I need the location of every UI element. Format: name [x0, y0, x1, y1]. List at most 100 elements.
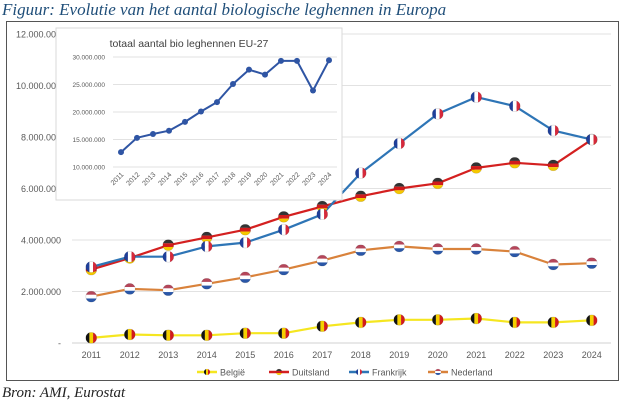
inset-y-tick-label: 20.000.000 — [72, 110, 105, 117]
data-point-belgi — [585, 314, 598, 327]
legend-label: België — [220, 368, 245, 378]
x-tick-label: 2018 — [351, 350, 371, 360]
data-point-belgi — [277, 327, 290, 340]
y-tick-label: 10.000.000 — [16, 81, 61, 91]
data-point-belgi — [393, 314, 406, 326]
data-point-belgi — [508, 316, 521, 329]
legend-item: Nederland — [428, 368, 493, 378]
data-point-duitsland — [508, 156, 521, 169]
data-point-frankrijk — [316, 208, 329, 221]
series-line-belgi — [91, 317, 592, 339]
data-point-belgi — [85, 332, 98, 344]
data-point-belgi — [200, 329, 213, 342]
data-point-frankrijk — [239, 236, 252, 249]
data-point-nederland — [200, 277, 213, 290]
data-point-frankrijk — [123, 250, 136, 263]
inset-y-tick-label: 15.000.000 — [72, 137, 105, 144]
legend-item: Frankrijk — [349, 368, 407, 378]
x-tick-label: 2021 — [466, 350, 486, 360]
data-point-nederland — [316, 254, 329, 267]
y-tick-label: 12.000.000 — [16, 30, 61, 40]
data-point-belgi — [470, 312, 483, 325]
x-tick-label: 2012 — [120, 350, 140, 360]
data-point-frankrijk — [585, 133, 598, 146]
x-tick-label: 2015 — [235, 350, 255, 360]
data-point-belgi — [431, 314, 444, 326]
x-tick-label: 2023 — [543, 350, 563, 360]
y-tick-label: 6.000.000 — [21, 184, 61, 194]
series-line-duitsland — [90, 138, 593, 271]
inset-data-point — [214, 99, 220, 106]
legend-marker-icon — [355, 368, 363, 376]
inset-data-point — [326, 57, 332, 64]
data-point-nederland — [393, 240, 406, 253]
data-point-nederland — [85, 290, 98, 303]
inset-title: totaal aantal bio leghennen EU-27 — [110, 38, 269, 50]
legend-item: Duitsland — [269, 368, 330, 378]
chart-frame: - 2.000.000 4.000.000 6.000.000 8.000.000 10.… — [6, 21, 619, 381]
series-line-nederland — [91, 245, 592, 298]
data-point-frankrijk — [547, 124, 560, 137]
inset-y-tick-label: 30.000.000 — [72, 55, 105, 62]
legend-label: Duitsland — [292, 368, 330, 378]
data-point-nederland — [354, 244, 367, 257]
data-point-duitsland — [470, 162, 483, 174]
data-point-frankrijk — [277, 223, 290, 236]
legend-marker-icon — [275, 368, 283, 376]
data-point-frankrijk — [508, 100, 521, 112]
data-point-belgi — [547, 316, 560, 329]
data-point-belgi — [239, 327, 252, 340]
data-point-frankrijk — [431, 108, 444, 120]
x-tick-label: 2022 — [505, 350, 525, 360]
data-point-duitsland — [277, 211, 290, 223]
x-tick-label: 2017 — [312, 350, 332, 360]
data-point-frankrijk — [85, 261, 98, 273]
data-point-nederland — [470, 243, 483, 255]
y-tick-label: 2.000.000 — [21, 287, 61, 297]
inset-y-tick-label: 10.000.000 — [72, 165, 105, 172]
y-tick-label: 8.000.000 — [21, 133, 61, 143]
x-tick-label: 2019 — [389, 350, 409, 360]
y-tick-label: 4.000.000 — [21, 236, 61, 246]
data-point-duitsland — [162, 239, 175, 251]
legend-label: Nederland — [451, 368, 493, 378]
legend-item: België — [197, 368, 245, 378]
data-point-frankrijk — [162, 250, 175, 263]
inset-data-point — [198, 108, 204, 115]
data-point-nederland — [239, 271, 252, 284]
inset-data-point — [278, 57, 284, 64]
data-point-belgi — [316, 320, 329, 333]
y-tick-label: - — [58, 339, 61, 349]
source-note: Bron: AMI, Eurostat — [2, 385, 126, 401]
data-point-duitsland — [354, 190, 367, 203]
data-point-nederland — [277, 263, 290, 276]
x-tick-label: 2013 — [158, 350, 178, 360]
inset-data-point — [150, 131, 156, 137]
legend-marker-icon — [434, 368, 442, 376]
inset-data-point — [182, 118, 188, 125]
inset-data-point — [294, 57, 300, 64]
inset-data-point — [246, 66, 252, 73]
x-tick-label: 2024 — [582, 350, 602, 360]
data-point-frankrijk — [393, 137, 406, 150]
data-point-nederland — [547, 258, 560, 271]
inset-data-point — [262, 71, 268, 78]
figure-title: Figuur: Evolutie van het aantal biologis… — [2, 0, 447, 19]
data-point-nederland — [162, 284, 175, 297]
data-point-nederland — [123, 283, 136, 295]
data-point-belgi — [162, 329, 175, 342]
inset-y-tick-label: 25.000.000 — [72, 82, 105, 89]
x-tick-label: 2014 — [197, 350, 217, 360]
inset-data-point — [310, 87, 316, 94]
data-point-nederland — [585, 257, 598, 269]
x-tick-label: 2016 — [274, 350, 294, 360]
inset-data-point — [118, 149, 124, 156]
x-tick-label: 2020 — [428, 350, 448, 360]
data-point-frankrijk — [470, 91, 483, 103]
inset-data-point — [230, 80, 236, 87]
data-point-belgi — [354, 316, 367, 329]
data-point-duitsland — [393, 182, 406, 195]
data-point-duitsland — [239, 223, 252, 236]
inset-data-point — [134, 134, 140, 141]
data-point-nederland — [508, 245, 521, 258]
